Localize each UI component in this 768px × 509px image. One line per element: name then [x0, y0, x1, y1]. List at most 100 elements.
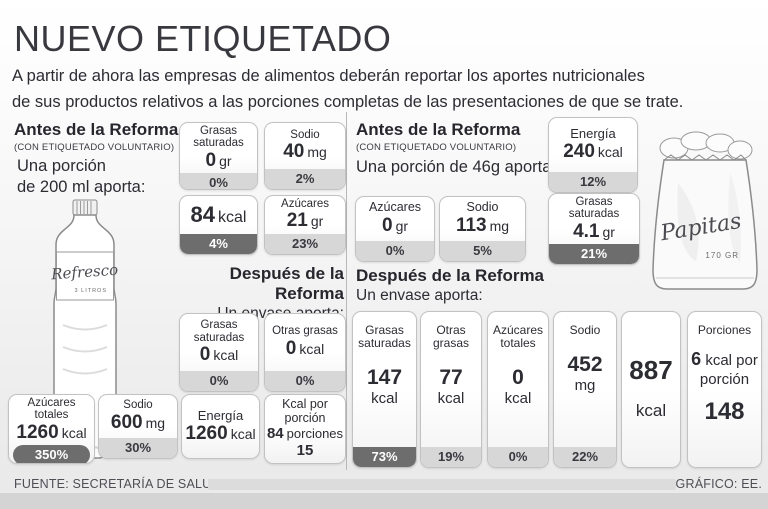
card-label: Azúcares totales	[27, 397, 76, 422]
percent-chip: 12%	[549, 172, 637, 192]
card-value: 0 gr	[382, 215, 408, 237]
value-number: 21	[286, 210, 308, 232]
value-unit: kcal	[230, 425, 256, 442]
percent-chip: 0%	[180, 371, 258, 391]
card-value: 40 mg	[283, 141, 327, 163]
soda-after-heading: Después de la Reforma	[229, 264, 344, 303]
card-value: 84 kcal	[191, 202, 247, 227]
value-number: 0	[199, 343, 211, 365]
card-label: Sodio	[569, 323, 601, 337]
chips-bag-illustration: Papitas 170 GR	[652, 131, 758, 290]
value-unit: mg	[574, 376, 596, 394]
card-label: Porciones	[697, 323, 752, 337]
card-label: Otras grasas	[432, 323, 470, 350]
chips-after-header: Después de la Reforma Un envase aporta:	[356, 266, 544, 306]
value-unit: kcal	[218, 209, 247, 227]
value-unit: kcal	[299, 340, 325, 357]
card-body: Sodio 113 mg	[440, 197, 525, 241]
card-label: Energía	[570, 126, 616, 142]
percent-chip: 5%	[440, 241, 525, 261]
value-number: 147	[366, 365, 403, 389]
value-number: 4.1	[573, 220, 600, 242]
value-number: 0	[512, 365, 524, 389]
card-value: 600 mg	[111, 412, 165, 434]
card-body: Porciones 6 kcal por porción 148	[688, 312, 761, 467]
value-number: 6	[691, 348, 702, 369]
card-value: 147 kcal	[367, 366, 402, 407]
chips-after-heading: Después de la Reforma	[356, 266, 545, 285]
value-number: 113	[455, 214, 487, 236]
card-value: 6 kcal por porción	[689, 349, 760, 390]
card-body: Grasas saturadas 0 gr	[180, 123, 257, 173]
soda-before-heading: Antes de la Reforma	[14, 120, 179, 139]
card-chips-after-saturated-fat: Grasas saturadas 147 kcal 73%	[352, 311, 417, 468]
value-unit: kcal	[371, 389, 398, 407]
chips-after-note: Un envase aporta:	[356, 287, 483, 304]
footer-credit: GRÁFICO: EE.	[675, 477, 762, 491]
card-label: Sodio	[123, 399, 153, 412]
value-number: 240	[563, 141, 595, 163]
page-title: NUEVO ETIQUETADO	[14, 18, 392, 59]
value-unit: gr	[310, 213, 324, 230]
value-unit: mg	[307, 144, 327, 161]
card-chips-after-servings: Porciones 6 kcal por porción 148	[687, 311, 762, 468]
percent-chip: 73%	[353, 447, 416, 467]
subtitle-line-1: A partir de ahora las empresas de alimen…	[12, 67, 645, 85]
value-unit: kcal	[597, 144, 623, 161]
card-chips-after-other-fats: Otras grasas 77 kcal 19%	[420, 311, 482, 468]
bottle-cap-ribs	[76, 201, 92, 214]
soda-before-note: (CON ETIQUETADO VOLUNTARIO)	[14, 142, 175, 153]
value-unit: gr	[602, 223, 615, 240]
card-body: Otras grasas 77 kcal	[421, 312, 481, 447]
card-value: 0 kcal	[505, 366, 532, 407]
bottle-size-text: 3 LITROS	[75, 288, 107, 294]
card-chips-after-total-sugars: Azúcares totales 0 kcal 0%	[487, 311, 549, 468]
percent-chip: 0%	[488, 447, 548, 467]
card-body: Energía 1260 kcal	[182, 395, 259, 458]
servings-total: 148	[704, 398, 745, 426]
card-body: Azúcares 21 gr	[265, 196, 345, 234]
card-soda-after-saturated-fat: Grasas saturadas 0 kcal 0%	[179, 313, 259, 392]
value-number: 0	[285, 337, 297, 359]
bottom-band	[0, 493, 768, 509]
subtitle-line-2: de sus productos relativos a las porcion…	[12, 92, 684, 111]
bottle-label-band	[56, 251, 114, 301]
card-soda-before-saturated-fat: Grasas saturadas 0 gr 0%	[179, 122, 258, 190]
card-label: Grasas saturadas	[193, 319, 245, 344]
percent-chip: 4%	[180, 234, 257, 254]
percent-chip: 30%	[99, 438, 177, 458]
card-body: Azúcares totales 0 kcal	[488, 312, 548, 447]
card-chips-before-energy: Energía 240 kcal 12%	[548, 117, 638, 193]
value-number: 77	[439, 365, 463, 389]
card-body: Grasas saturadas 0 kcal	[180, 314, 258, 371]
percent-chip: 0%	[265, 371, 345, 391]
card-chips-before-sodium: Sodio 113 mg 5%	[439, 196, 526, 262]
footer-source: FUENTE: SECRETARÍA DE SALUD.	[14, 477, 225, 491]
card-body: Sodio 452 mg	[554, 312, 616, 447]
card-value: 21 gr	[287, 210, 324, 232]
card-body: Sodio 600 mg	[99, 395, 177, 438]
value-number: 84	[266, 425, 284, 443]
soda-before-portion: Una porción de 200 ml aporta:	[17, 156, 145, 199]
percent-chip: 2%	[265, 169, 345, 189]
bottle-brand-text: Refresco	[50, 261, 119, 284]
card-body: Otras grasas 0 kcal	[265, 314, 345, 371]
value-unit: gr	[219, 152, 232, 169]
chips-before-note: (CON ETIQUETADO VOLUNTARIO)	[356, 142, 517, 153]
card-chips-after-sodium: Sodio 452 mg 22%	[553, 311, 617, 468]
bag-shading	[728, 173, 741, 263]
percent-chip: 21%	[549, 244, 639, 264]
card-value: 0 gr	[205, 150, 231, 172]
chip-piece	[727, 140, 753, 160]
value-number: 600	[110, 411, 143, 433]
soda-portion-line-1: Una porción	[17, 157, 106, 175]
card-value: 4.1 gr	[573, 221, 615, 243]
card-value: 240 kcal	[563, 141, 623, 163]
card-chips-before-saturated-fat: Grasas saturadas 4.1 gr 21%	[548, 193, 640, 265]
percent-chip: 22%	[554, 447, 616, 467]
card-body: Grasas saturadas 4.1 gr	[549, 194, 639, 244]
card-value: 77 kcal	[438, 366, 465, 407]
card-label: Kcal por porción	[282, 397, 328, 425]
percent-chip: 19%	[421, 447, 481, 467]
